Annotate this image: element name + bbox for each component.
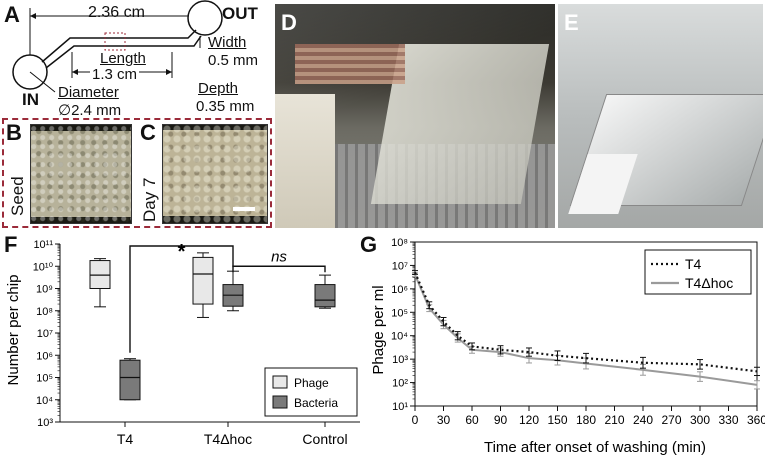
panel-g-label: G: [360, 232, 378, 257]
panel-e-label: E: [564, 10, 579, 35]
g-xtick-label: 90: [494, 413, 508, 427]
diameter-label: Diameter: [58, 84, 119, 101]
g-ytick-label: 10¹: [392, 401, 408, 413]
panel-c-label: C: [140, 120, 156, 145]
f-ytick-label: 10¹¹: [33, 239, 53, 251]
seed-micrograph: [30, 124, 132, 224]
g-ytick-label: 10³: [392, 354, 408, 366]
g-xtick-label: 240: [633, 413, 653, 427]
f-ytick-label: 10¹⁰: [33, 261, 54, 273]
diameter-value: ∅2.4 mm: [58, 102, 122, 119]
g-ytick-label: 10⁵: [391, 307, 408, 319]
f-category-label: T4Δhoc: [204, 431, 252, 447]
depth-label: Depth: [198, 80, 239, 97]
f-ytick-label: 10⁴: [36, 395, 53, 407]
scale-bar: [233, 207, 255, 211]
f-legend-label: Bacteria: [294, 396, 338, 410]
f-ytick-label: 10⁸: [36, 306, 53, 318]
g-legend-box: [644, 249, 752, 295]
g-ytick-label: 10⁷: [392, 260, 408, 272]
panel-a: A 2.36 cm OUT IN Length 1.3 cm Width 0.5…: [0, 0, 270, 120]
length-value: 1.3 cm: [90, 66, 140, 83]
chart-g: Phage per ml Time after onset of washing…: [370, 237, 765, 456]
g-ytick-label: 10⁶: [391, 284, 408, 296]
g-series-line: [413, 272, 758, 373]
g-series-line: [414, 274, 758, 386]
panel-d-label: D: [281, 10, 297, 35]
f-box-phage: [192, 256, 214, 305]
g-xlabel: Time after onset of washing (min): [484, 439, 706, 456]
g-ytick-label: 10²: [392, 378, 408, 390]
seed-caption: Seed: [8, 176, 27, 216]
g-xtick-label: 180: [576, 413, 596, 427]
chip-schematic: [12, 0, 223, 93]
f-sig-bracket: [129, 245, 234, 353]
g-ytick-label: 10⁸: [391, 237, 408, 249]
total-length-label: 2.36 cm: [88, 4, 145, 21]
g-xtick-label: 360: [747, 413, 765, 427]
g-ylabel: Phage per ml: [370, 285, 387, 374]
panel-a-label: A: [4, 2, 20, 27]
g-xtick-label: 330: [718, 413, 738, 427]
day7-micrograph: [162, 124, 268, 224]
g-xtick-label: 60: [465, 413, 479, 427]
panel-f-label: F: [4, 232, 18, 257]
day7-caption: Day 7: [140, 177, 159, 222]
device-array-photo: D: [275, 4, 555, 228]
g-xtick-label: 30: [437, 413, 451, 427]
f-legend-swatch-bacteria: [272, 395, 288, 409]
g-xtick-label: 270: [661, 413, 681, 427]
micrograph-frame: [2, 118, 272, 228]
tubing-bundle: [295, 44, 405, 84]
pump-housing: [275, 94, 335, 228]
f-legend-label: Phage: [294, 376, 329, 390]
in-label: IN: [22, 90, 39, 109]
f-legend-swatch-phage: [272, 375, 288, 389]
f-ytick-label: 10³: [37, 417, 53, 429]
f-category-label: Control: [302, 431, 347, 447]
g-xtick-label: 210: [604, 413, 624, 427]
chart-f: Number per chip 10³ 10⁴ 10⁵ 10⁶ 10⁷ 10⁸ 10⁹ 10¹…: [5, 239, 360, 447]
f-ytick-label: 10⁷: [37, 328, 53, 340]
width-value: 0.5 mm: [208, 52, 259, 69]
f-ns-label: ns: [271, 248, 287, 265]
single-chip-photo: E: [558, 4, 763, 228]
f-category-label: T4: [117, 431, 134, 447]
g-xtick-label: 150: [547, 413, 567, 427]
f-ns-bracket: [232, 265, 326, 273]
f-ytick-label: 10⁶: [36, 350, 53, 362]
g-xtick-label: 0: [412, 413, 419, 427]
f-box-bacteria: [119, 359, 141, 401]
f-ylabel: Number per chip: [5, 275, 22, 386]
g-ytick-label: 10⁴: [391, 331, 408, 343]
width-label: Width: [208, 34, 247, 51]
g-legend-label: T4: [685, 256, 702, 272]
g-xtick-label: 300: [690, 413, 710, 427]
g-xtick-label: 120: [519, 413, 539, 427]
outlet-port: [187, 0, 223, 36]
depth-value: 0.35 mm: [196, 98, 255, 115]
f-sig-star: *: [178, 241, 186, 263]
f-box-bacteria: [314, 284, 336, 308]
length-label: Length: [100, 50, 146, 67]
f-ytick-label: 10⁵: [36, 373, 53, 385]
panel-b-label: B: [6, 120, 22, 145]
roi-box: [104, 32, 126, 51]
f-ytick-label: 10⁹: [36, 284, 53, 296]
g-legend-label: T4Δhoc: [685, 275, 733, 291]
out-label: OUT: [222, 4, 258, 23]
